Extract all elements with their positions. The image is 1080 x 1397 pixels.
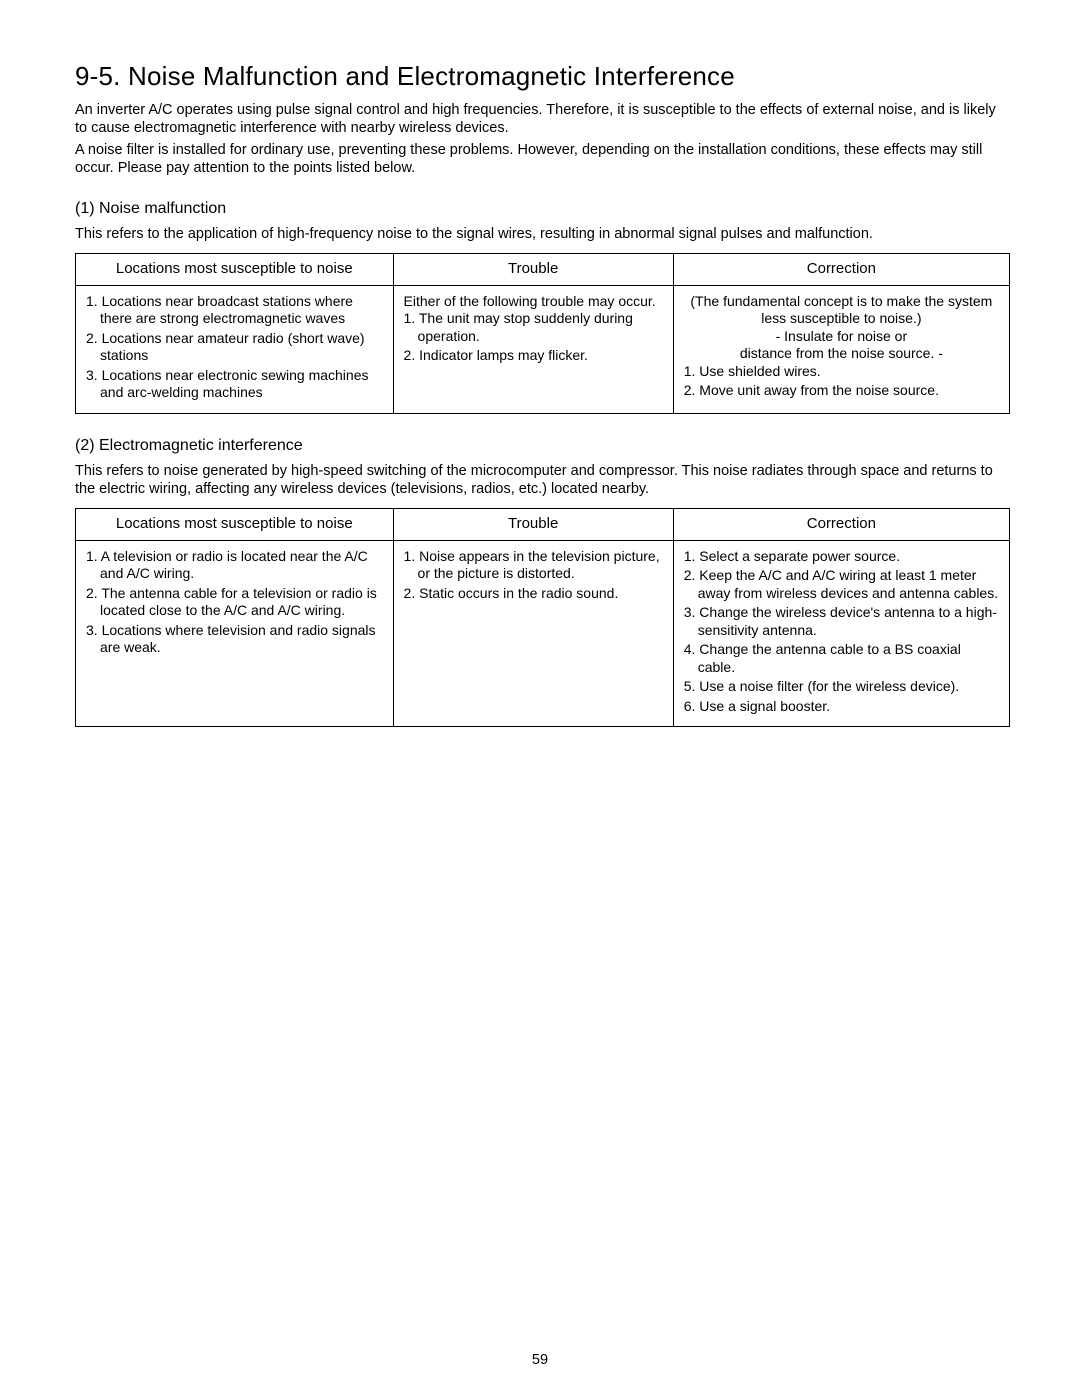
list-item: 1. Locations near broadcast stations whe… — [86, 293, 383, 328]
list-item: 1. A television or radio is located near… — [86, 548, 383, 583]
list-item: 6. Use a signal booster. — [684, 698, 999, 716]
section1-heading: (1) Noise malfunction — [75, 199, 1010, 219]
list-item: 2. The antenna cable for a television or… — [86, 585, 383, 620]
correction-lead: - Insulate for noise or — [684, 328, 999, 346]
table-header: Trouble — [393, 254, 673, 286]
table-cell-trouble: 1. Noise appears in the television pictu… — [393, 540, 673, 727]
table-header: Locations most susceptible to noise — [76, 254, 394, 286]
list-item: 2. Locations near amateur radio (short w… — [86, 330, 383, 365]
correction-lead: distance from the noise source. - — [684, 345, 999, 363]
intro-paragraph-2: A noise filter is installed for ordinary… — [75, 141, 1010, 177]
table-header: Correction — [673, 254, 1009, 286]
list-item: 2. Static occurs in the radio sound. — [404, 585, 663, 603]
section2-heading: (2) Electromagnetic interference — [75, 436, 1010, 456]
table-header: Correction — [673, 509, 1009, 541]
table-row: Locations most susceptible to noise Trou… — [76, 254, 1010, 286]
list-item: 5. Use a noise filter (for the wireless … — [684, 678, 999, 696]
table-header: Locations most susceptible to noise — [76, 509, 394, 541]
list-item: 1. Select a separate power source. — [684, 548, 999, 566]
section2-table: Locations most susceptible to noise Trou… — [75, 508, 1010, 727]
table-header: Trouble — [393, 509, 673, 541]
list-item: 3. Change the wireless device's antenna … — [684, 604, 999, 639]
section1-table: Locations most susceptible to noise Trou… — [75, 253, 1010, 414]
section1-text: This refers to the application of high-f… — [75, 225, 1010, 243]
list-item: 3. Locations where television and radio … — [86, 622, 383, 657]
correction-lead: (The fundamental concept is to make the … — [684, 293, 999, 328]
list-item: 2. Keep the A/C and A/C wiring at least … — [684, 567, 999, 602]
trouble-lead: Either of the following trouble may occu… — [404, 293, 663, 311]
table-cell-correction: (The fundamental concept is to make the … — [673, 285, 1009, 413]
list-item: 4. Change the antenna cable to a BS coax… — [684, 641, 999, 676]
intro-paragraph-1: An inverter A/C operates using pulse sig… — [75, 101, 1010, 137]
list-item: 2. Move unit away from the noise source. — [684, 382, 999, 400]
table-cell-trouble: Either of the following trouble may occu… — [393, 285, 673, 413]
list-item: 1. Noise appears in the television pictu… — [404, 548, 663, 583]
table-cell-locations: 1. Locations near broadcast stations whe… — [76, 285, 394, 413]
list-item: 1. The unit may stop suddenly during ope… — [404, 310, 663, 345]
page-title: 9-5. Noise Malfunction and Electromagnet… — [75, 60, 1010, 93]
table-row: 1. Locations near broadcast stations whe… — [76, 285, 1010, 413]
section2-text: This refers to noise generated by high-s… — [75, 462, 1010, 498]
list-item: 2. Indicator lamps may flicker. — [404, 347, 663, 365]
table-row: Locations most susceptible to noise Trou… — [76, 509, 1010, 541]
table-cell-locations: 1. A television or radio is located near… — [76, 540, 394, 727]
table-cell-correction: 1. Select a separate power source. 2. Ke… — [673, 540, 1009, 727]
list-item: 1. Use shielded wires. — [684, 363, 999, 381]
list-item: 3. Locations near electronic sewing mach… — [86, 367, 383, 402]
table-row: 1. A television or radio is located near… — [76, 540, 1010, 727]
page-number: 59 — [0, 1351, 1080, 1369]
